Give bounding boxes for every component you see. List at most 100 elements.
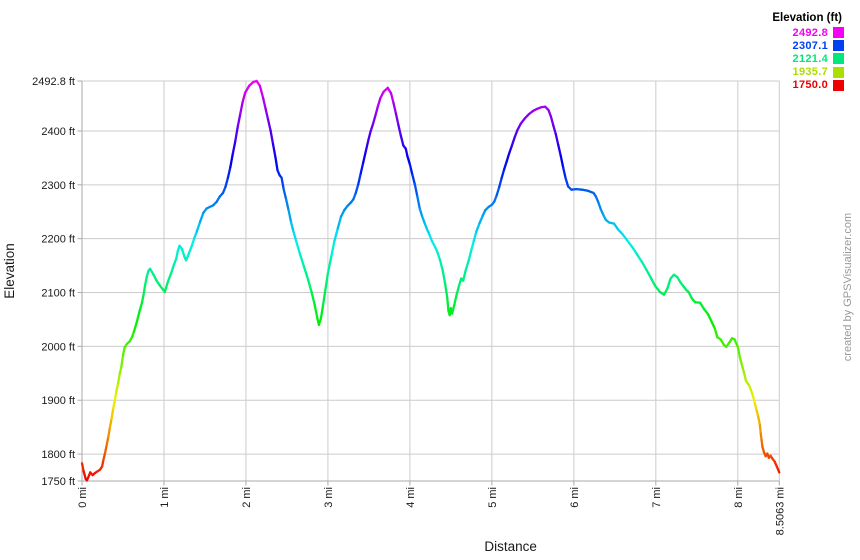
elevation-profile-line (339, 208, 346, 218)
elevation-profile-line (103, 444, 108, 455)
legend: Elevation (ft) 2492.8 2307.1 2121.4 1935.7 1… (772, 12, 844, 92)
elevation-profile-line (455, 284, 461, 296)
elevation-profile-line (362, 150, 367, 164)
elevation-profile-line (170, 263, 175, 274)
elevation-profile-line (738, 353, 743, 364)
y-tick-label: 2300 ft (41, 180, 75, 192)
y-tick-label: 2100 ft (41, 288, 75, 300)
elevation-profile-line (234, 125, 239, 143)
elevation-profile-line (552, 124, 557, 136)
elevation-profile-line (549, 115, 555, 127)
elevation-profile-line (269, 129, 275, 146)
elevation-profile-line (166, 271, 173, 283)
elevation-profile-line (359, 161, 365, 175)
elevation-profile-line (333, 227, 339, 242)
elevation-profile-line (366, 130, 372, 143)
elevation-profile-line (408, 163, 414, 176)
elevation-profile-line (195, 220, 202, 233)
x-tick-label: 5 mi (487, 487, 499, 508)
elevation-profile-line (107, 426, 112, 439)
elevation-profile-line (241, 91, 247, 104)
elevation-profile-line (630, 245, 639, 256)
legend-value: 2307.1 (792, 39, 828, 52)
elevation-profile-line (713, 327, 719, 339)
elevation-profile-line (376, 96, 382, 108)
elevation-profile-line (687, 290, 694, 300)
y-axis-title: Elevation (2, 243, 17, 299)
elevation-profile-line (423, 221, 429, 231)
legend-value: 2492.8 (792, 26, 828, 39)
elevation-profile-line (357, 172, 362, 186)
elevation-profile-line (733, 338, 739, 349)
elevation-profile-line (152, 273, 158, 282)
elevation-profile-line (467, 248, 473, 261)
elevation-profile-line (557, 143, 562, 157)
y-tick-label: 2000 ft (41, 341, 75, 353)
elevation-profile-line (236, 113, 242, 128)
elevation-profile-line (374, 105, 380, 117)
legend-swatch (833, 66, 844, 78)
legend-entry: 2307.1 (772, 39, 844, 52)
elevation-profile-line (748, 384, 753, 394)
elevation-profile-line (121, 346, 126, 357)
elevation-profile-line (303, 266, 310, 282)
elevation-profile-line (186, 248, 192, 258)
elevation-profile-line (180, 247, 186, 259)
elevation-profile-line (421, 215, 426, 225)
elevation-profile-line (284, 198, 290, 212)
elevation-profile-line (462, 269, 467, 282)
elevation-profile-line (645, 269, 653, 280)
elevation-profile-line (625, 239, 634, 248)
legend-value: 2121.4 (792, 52, 828, 65)
elevation-profile-line (371, 114, 377, 126)
legend-entry: 2492.8 (772, 26, 844, 39)
elevation-profile-line (710, 320, 716, 330)
elevation-profile-line (475, 221, 481, 233)
elevation-profile-line (224, 176, 230, 189)
legend-swatch (833, 53, 844, 65)
elevation-profile-line (640, 260, 648, 272)
elevation-profile-line (105, 436, 110, 447)
x-tick-label: 4 mi (405, 487, 417, 508)
elevation-profile-line (313, 304, 319, 319)
elevation-profile-line (294, 239, 302, 256)
elevation-profile-line (416, 194, 421, 210)
elevation-profile-line (554, 133, 560, 147)
watermark-text: created by GPSVisualizer.com (842, 213, 854, 361)
elevation-profile-line (112, 399, 116, 410)
legend-swatch (833, 79, 844, 91)
elevation-profile-line (498, 176, 503, 189)
elevation-profile-line (336, 215, 343, 230)
elevation-profile-line (280, 176, 285, 191)
elevation-profile-line (562, 166, 567, 180)
elevation-profile-line (776, 468, 781, 474)
elevation-profile-line (443, 282, 449, 299)
elevation-profile-line (264, 107, 270, 121)
elevation-profile-line (116, 372, 121, 385)
elevation-profile-line (446, 296, 450, 312)
x-tick-label: 6 mi (569, 487, 581, 508)
elevation-profile-line (495, 185, 501, 197)
elevation-profile-line (135, 309, 141, 323)
y-tick-label: 2200 ft (41, 234, 75, 246)
elevation-profile-line (138, 302, 143, 312)
elevation-profile-line (743, 372, 748, 382)
elevation-profile-line (503, 160, 508, 171)
elevation-profile-line (292, 230, 298, 242)
elevation-profile-line (464, 258, 471, 272)
elevation-profile-line (621, 232, 629, 242)
elevation-profile-line (231, 140, 237, 155)
elevation-profile-line (436, 252, 442, 262)
elevation-profile-line (439, 259, 444, 272)
legend-value: 1750.0 (792, 79, 828, 92)
elevation-profile-line (198, 211, 205, 224)
elevation-profile-line (307, 278, 313, 294)
elevation-profile-line (516, 122, 522, 132)
elevation-profile-line (243, 84, 251, 94)
elevation-profile-line (120, 354, 125, 368)
elevation-profile-line (413, 183, 419, 198)
elevation-profile-line (597, 201, 603, 211)
y-tick-label: 1900 ft (41, 395, 75, 407)
elevation-profile-line (352, 191, 357, 201)
legend-swatch (833, 40, 844, 52)
